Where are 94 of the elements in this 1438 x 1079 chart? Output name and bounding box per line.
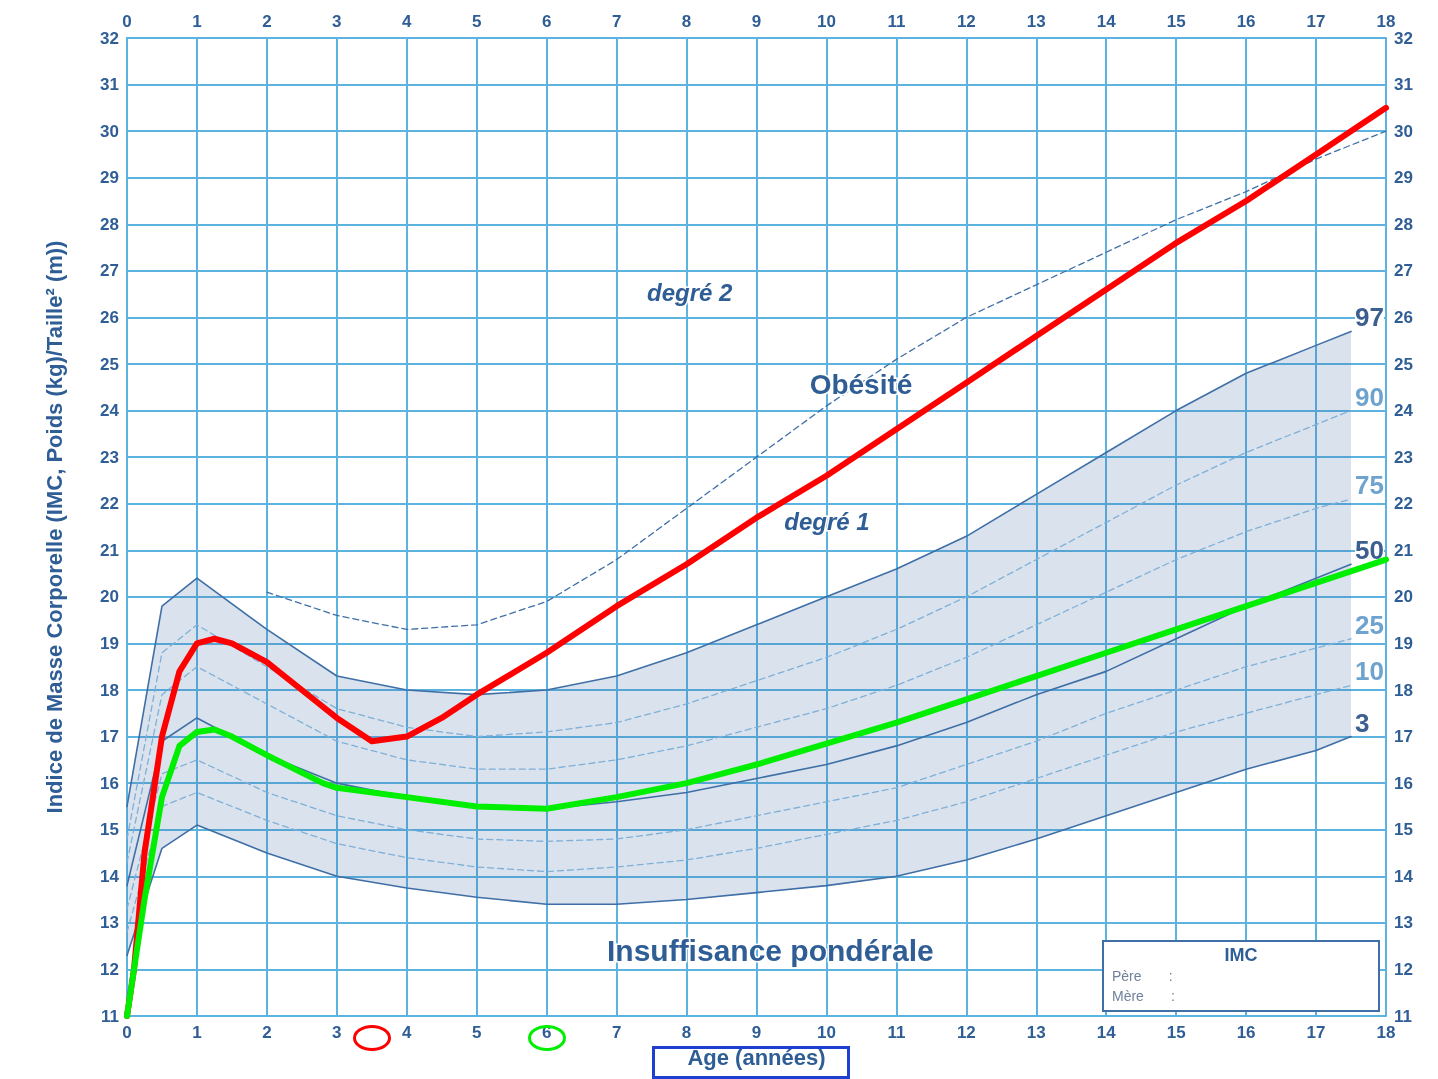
y2-tick-label: 30 xyxy=(1394,121,1413,141)
x-tick-label: 4 xyxy=(402,1023,413,1042)
x2-tick-label: 6 xyxy=(541,12,552,31)
y-tick-label: 29 xyxy=(100,168,119,188)
x-tick-label: 7 xyxy=(611,1023,622,1042)
y2-tick-label: 24 xyxy=(1394,401,1414,421)
x-tick-label: 14 xyxy=(1096,1023,1117,1042)
x2-tick-label: 9 xyxy=(751,12,762,31)
series-label: 3 xyxy=(1355,707,1370,738)
x-tick-label: 1 xyxy=(192,1023,202,1042)
x2-tick-label: 1 xyxy=(192,12,202,31)
y-tick-label: 26 xyxy=(100,307,119,327)
y2-tick-label: 20 xyxy=(1394,587,1413,607)
x-tick-label: 12 xyxy=(956,1023,976,1042)
y2-tick-label: 25 xyxy=(1394,354,1413,374)
x-tick-label: 17 xyxy=(1306,1023,1326,1042)
y2-tick-label: 27 xyxy=(1394,261,1413,281)
y2-tick-label: 11 xyxy=(1394,1006,1412,1026)
series-label: 75 xyxy=(1355,470,1384,501)
x-tick-label: 11 xyxy=(887,1023,906,1042)
y2-tick-label: 19 xyxy=(1394,633,1413,653)
x-tick-label: 9 xyxy=(751,1023,762,1042)
y-tick-label: 18 xyxy=(100,680,119,700)
y-tick-label: 22 xyxy=(100,494,119,514)
series-label: 10 xyxy=(1355,656,1384,687)
y2-tick-label: 13 xyxy=(1394,913,1413,933)
x2-tick-label: 11 xyxy=(887,12,906,31)
x2-tick-label: 14 xyxy=(1096,12,1117,31)
x-axis-title: Age (années) xyxy=(687,1044,826,1070)
x-tick-label: 8 xyxy=(681,1023,692,1042)
x2-tick-label: 3 xyxy=(332,12,342,31)
x-tick-label: 13 xyxy=(1026,1023,1046,1042)
y2-tick-label: 14 xyxy=(1394,866,1414,886)
x2-tick-label: 0 xyxy=(122,12,132,31)
y2-tick-label: 31 xyxy=(1394,75,1413,95)
y-tick-label: 14 xyxy=(100,866,120,886)
y2-tick-label: 18 xyxy=(1394,680,1413,700)
y2-tick-label: 29 xyxy=(1394,168,1413,188)
annotation: Mère : xyxy=(1112,987,1176,1006)
x2-tick-label: 7 xyxy=(611,12,622,31)
x-tick-label: 0 xyxy=(122,1023,132,1042)
x2-tick-label: 10 xyxy=(816,12,836,31)
y-tick-label: 23 xyxy=(100,447,119,467)
x2-tick-label: 2 xyxy=(262,12,272,31)
x2-tick-label: 13 xyxy=(1026,12,1046,31)
y-axis-title: Indice de Masse Corporelle (IMC, Poids (kg)/Taille² (m)) xyxy=(41,240,67,814)
x2-tick-label: 15 xyxy=(1166,12,1186,31)
y-tick-label: 30 xyxy=(100,121,119,141)
y-tick-label: 28 xyxy=(100,214,119,234)
y2-tick-label: 21 xyxy=(1394,540,1413,560)
series-label: 90 xyxy=(1355,381,1384,412)
x2-tick-label: 17 xyxy=(1306,12,1326,31)
x2-tick-label: 8 xyxy=(681,12,692,31)
x2-tick-label: 12 xyxy=(956,12,976,31)
y-tick-label: 17 xyxy=(100,727,119,747)
x-tick-label: 18 xyxy=(1376,1023,1396,1042)
y2-tick-label: 28 xyxy=(1394,214,1413,234)
y-tick-label: 13 xyxy=(100,913,119,933)
y2-tick-label: 16 xyxy=(1394,773,1413,793)
x2-tick-label: 18 xyxy=(1376,12,1396,31)
y2-tick-label: 23 xyxy=(1394,447,1413,467)
x-tick-label: 15 xyxy=(1166,1023,1186,1042)
y-tick-label: 21 xyxy=(100,540,119,560)
series-label: 97 xyxy=(1355,302,1384,333)
y-tick-label: 27 xyxy=(100,261,119,281)
y2-tick-label: 22 xyxy=(1394,494,1413,514)
y-tick-label: 15 xyxy=(100,820,119,840)
y-tick-label: 25 xyxy=(100,354,119,374)
x2-tick-label: 5 xyxy=(471,12,482,31)
annotation: Père : xyxy=(1112,967,1174,986)
x-tick-label: 3 xyxy=(332,1023,342,1042)
y2-tick-label: 15 xyxy=(1394,820,1413,840)
series-label: 50 xyxy=(1355,535,1384,566)
y-tick-label: 11 xyxy=(101,1006,119,1026)
y-tick-label: 20 xyxy=(100,587,119,607)
y2-tick-label: 26 xyxy=(1394,307,1413,327)
y-tick-label: 16 xyxy=(100,773,119,793)
y2-tick-label: 12 xyxy=(1394,959,1413,979)
series-label: 25 xyxy=(1355,609,1384,640)
y-tick-label: 19 xyxy=(100,633,119,653)
y-tick-label: 12 xyxy=(100,959,119,979)
x2-tick-label: 16 xyxy=(1236,12,1256,31)
x-tick-label: 2 xyxy=(262,1023,272,1042)
y-tick-label: 31 xyxy=(100,75,119,95)
x-tick-label: 16 xyxy=(1236,1023,1256,1042)
x-tick-label: 5 xyxy=(471,1023,482,1042)
annotation: IMC xyxy=(1223,944,1259,966)
form-box: IMC Père : Mère : xyxy=(1102,940,1380,1012)
y-tick-label: 24 xyxy=(100,401,120,421)
x2-tick-label: 4 xyxy=(402,12,413,31)
x-tick-label: 10 xyxy=(816,1023,836,1042)
y-tick-label: 32 xyxy=(100,28,119,48)
y2-tick-label: 17 xyxy=(1394,727,1413,747)
y2-tick-label: 32 xyxy=(1394,28,1413,48)
